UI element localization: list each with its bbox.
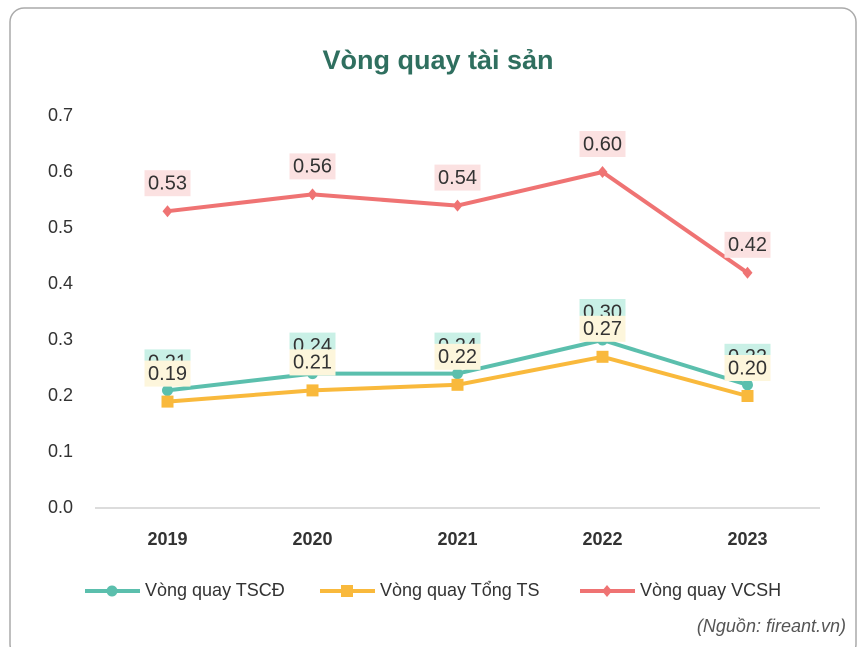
marker (341, 585, 353, 597)
data-label: 0.60 (579, 131, 626, 157)
y-tick-label: 0.3 (48, 329, 73, 349)
marker (162, 205, 173, 218)
data-label-text: 0.27 (583, 318, 622, 340)
data-label-bg (144, 170, 191, 197)
y-tick-label: 0.0 (48, 497, 73, 517)
data-label: 0.22 (434, 343, 481, 370)
data-label: 0.19 (144, 360, 191, 387)
data-label-bg (289, 349, 336, 376)
data-label: 0.53 (144, 170, 191, 197)
data-label-bg (579, 315, 626, 342)
legend-label: Vòng quay TSCĐ (145, 580, 285, 600)
marker (162, 384, 173, 396)
y-tick-label: 0.2 (48, 385, 73, 405)
marker (106, 585, 118, 597)
data-label-text: 0.21 (293, 352, 332, 374)
data-label-text: 0.54 (438, 167, 477, 189)
data-label: 0.21 (289, 349, 336, 376)
marker (452, 368, 463, 380)
legend-label: Vòng quay VCSH (640, 580, 781, 600)
marker (602, 585, 612, 597)
marker (742, 266, 753, 279)
data-label-text: 0.22 (438, 346, 477, 368)
data-label-text: 0.42 (728, 234, 767, 256)
data-label-text: 0.60 (583, 133, 622, 155)
marker (452, 199, 463, 212)
data-label: 0.56 (289, 153, 336, 180)
data-label-bg (144, 360, 191, 387)
x-tick-label: 2020 (292, 529, 332, 549)
marker (307, 188, 318, 201)
data-label: 0.54 (434, 164, 481, 191)
x-tick-label: 2023 (727, 529, 767, 549)
data-label-bg (579, 131, 626, 157)
data-label-bg (724, 231, 771, 258)
source: (Nguồn: fireant.vn) (697, 616, 846, 636)
x-tick-label: 2019 (147, 529, 187, 549)
x-tick-label: 2021 (437, 529, 477, 549)
data-label: 0.27 (579, 315, 626, 342)
marker (306, 384, 319, 397)
data-label-bg (434, 164, 481, 191)
chart-title: Vòng quay tài sản (322, 45, 553, 75)
data-label-text: 0.56 (293, 156, 332, 178)
y-tick-label: 0.4 (48, 273, 73, 293)
marker (161, 395, 174, 408)
marker (741, 390, 754, 402)
data-label-text: 0.19 (148, 363, 187, 385)
data-label-bg (434, 343, 481, 370)
marker (742, 379, 753, 391)
data-label-bg (724, 355, 771, 381)
y-tick-label: 0.1 (48, 441, 73, 461)
marker (597, 166, 608, 178)
marker (451, 378, 464, 391)
data-label: 0.20 (724, 355, 771, 381)
y-tick-label: 0.7 (48, 105, 73, 125)
y-tick-label: 0.5 (48, 217, 73, 237)
legend-label: Vòng quay Tổng TS (380, 580, 539, 600)
marker (596, 350, 609, 363)
card (9, 7, 857, 647)
data-label-text: 0.53 (148, 172, 187, 194)
data-label: 0.42 (724, 231, 771, 258)
data-label-text: 0.20 (728, 357, 767, 379)
y-tick-label: 0.6 (48, 161, 73, 181)
x-tick-label: 2022 (582, 529, 622, 549)
data-label-bg (289, 153, 336, 180)
